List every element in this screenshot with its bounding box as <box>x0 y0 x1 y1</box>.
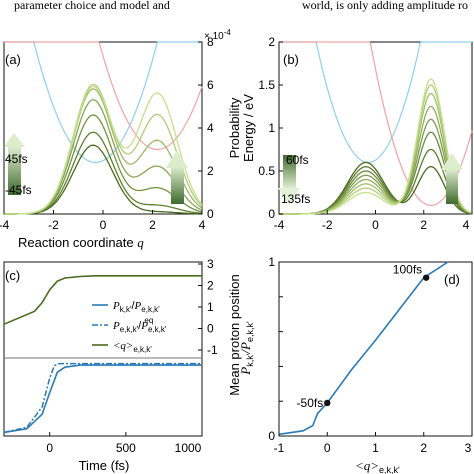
panel-c-curves <box>3 275 202 434</box>
panel-d-label: (d) <box>444 272 460 287</box>
panel-a-y-ticks: 0 2 4 6 8 <box>198 35 214 221</box>
x-tick-label: 0 <box>100 218 107 232</box>
panel-b-arrow-label-bottom: 135fs <box>281 192 310 206</box>
potential-curve-red <box>279 41 473 207</box>
x-tick-label: -1 <box>274 441 285 455</box>
x-tick-label: 3 <box>465 441 472 455</box>
panel-a-curves <box>4 41 203 215</box>
header-right-text: world, is only adding amplitude ro <box>302 0 468 12</box>
y-tick-label: 0 <box>268 429 275 443</box>
y-tick-label: 1 <box>268 255 275 269</box>
panel-c: (c) Pk,k'/Pe,k,k' Pe,k,k'/Pe,k,k'eq <q>e… <box>3 257 242 473</box>
y-tick-label: -1 <box>207 343 218 357</box>
panel-b-y-axis-label: Energy / eV <box>241 94 256 162</box>
x-tick-label: 2 <box>420 218 427 232</box>
x-tick-label: 0 <box>324 441 331 455</box>
panel-c-y-axis-label-right: Mean proton position <box>227 274 242 395</box>
panel-c-y-ticks-right: -1 0 1 2 3 <box>198 257 218 357</box>
panel-b-arrow-up-head <box>441 153 463 170</box>
energy-series-line <box>279 78 473 215</box>
panel-c-x-axis-label: Time (fs) <box>79 458 130 473</box>
panel-b-y-ticks: 0 0.5 1 1.5 2 <box>258 35 283 221</box>
annotation-point <box>324 399 331 407</box>
y-tick-label: 2 <box>207 279 214 293</box>
y-tick-label: 2 <box>268 35 275 49</box>
ratio-vs-position-series-line <box>278 261 449 436</box>
x-tick-label: -2 <box>48 218 59 232</box>
probability-series-line <box>4 85 203 215</box>
panel-b-arrow-down-head <box>278 188 300 206</box>
y-tick-label: 6 <box>207 78 214 92</box>
x-tick-label: -4 <box>274 218 285 232</box>
legend-entry-2: Pe,k,k'/Pe,k,k'eq <box>112 316 167 334</box>
panel-b-arrow-label-top: 60fs <box>286 153 309 167</box>
panel-c-x-ticks: 0 500 1000 <box>46 432 203 455</box>
annotation-label: -50fs <box>297 396 324 410</box>
panel-a-x-axis-label: Reaction coordinate q <box>18 235 144 250</box>
x-tick-label: 500 <box>116 441 136 455</box>
panel-a-arrow-label-bottom: -45fs <box>5 183 32 197</box>
panel-d-curves <box>278 261 449 436</box>
panel-a-label: (a) <box>5 52 21 67</box>
x-tick-label: 2 <box>149 218 156 232</box>
x-tick-label: -4 <box>0 218 10 232</box>
annotation-label: 100fs <box>393 263 422 277</box>
annotation-point <box>422 274 430 281</box>
potential-curve-cyan <box>4 41 202 163</box>
panel-b-label: (b) <box>283 52 299 67</box>
header-left-text: parameter choice and model and <box>14 0 170 12</box>
panel-d-y-axis-label: Pk,k'/Pe,k,k' <box>238 321 255 376</box>
x-tick-label: 2 <box>420 441 427 455</box>
panel-a-arrow-left-head <box>4 133 25 147</box>
x-tick-label: 0 <box>372 218 379 232</box>
panel-a-arrow-right <box>171 166 184 204</box>
x-tick-label: 0 <box>46 441 53 455</box>
y-tick-label: 0 <box>268 207 275 221</box>
panel-a-arrow-label-top: 45fs <box>5 152 28 166</box>
y-tick-label: 2 <box>207 164 214 178</box>
y-tick-label: 0 <box>207 322 214 336</box>
x-tick-label: -2 <box>322 218 333 232</box>
y-tick-label: 1 <box>207 300 214 314</box>
panel-b-arrow-down <box>283 155 296 189</box>
legend-entry-1: Pk,k'/Pe,k,k' <box>112 300 160 314</box>
panel-d-x-axis-label: <q>e,k,k' <box>355 458 400 474</box>
y-tick-label: 1 <box>268 121 275 135</box>
ratio-solid-series-line <box>3 364 202 434</box>
panel-d-y-ticks: 01 <box>268 255 283 443</box>
y-tick-label: 0 <box>207 207 214 221</box>
y-tick-label: 3 <box>207 257 214 271</box>
panel-b-curves <box>279 41 473 215</box>
legend-entry-3: <q>e,k,k' <box>113 340 152 354</box>
mean-position-series-line <box>3 275 202 325</box>
panel-a-y-axis-label-right: Probability <box>227 97 242 158</box>
x-tick-label: 4 <box>199 218 206 232</box>
panel-a-arrow-left <box>8 145 21 195</box>
panel-d-x-ticks: -1 0 1 2 3 <box>274 432 473 455</box>
panel-a-exponent: × 10-4 <box>204 28 231 42</box>
panel-d-annotations: -50fs 100fs <box>297 263 430 410</box>
panel-a-arrow-right-head <box>166 150 188 168</box>
panel-c-frame <box>3 261 203 437</box>
ratio-dashdot-series-line <box>3 362 202 434</box>
x-tick-label: 4 <box>463 218 470 232</box>
panel-a: (a) 45fs -45fs -4 -2 0 2 4 0 2 4 6 8 × 10-4 Reac… <box>0 28 242 250</box>
panel-c-legend: Pk,k'/Pe,k,k' Pe,k,k'/Pe,k,k'eq <q>e,k,k… <box>92 300 167 354</box>
y-tick-label: 0.5 <box>258 164 275 178</box>
x-tick-label: 1000 <box>175 441 202 455</box>
x-tick-label: 1 <box>372 441 379 455</box>
panel-b-x-ticks: -4 -2 0 2 4 <box>274 210 473 232</box>
panel-b-arrow-up <box>446 168 458 204</box>
y-tick-label: 8 <box>207 35 214 49</box>
y-tick-label: 1.5 <box>258 78 275 92</box>
potential-curve-red <box>4 41 203 151</box>
y-tick-label: 4 <box>207 121 214 135</box>
panel-b: (b) 60fs 135fs -4 -2 0 2 4 0 0.5 1 1.5 2 Energy … <box>241 35 473 232</box>
panel-a-x-ticks: -4 -2 0 2 4 <box>0 210 206 232</box>
panel-c-label: (c) <box>5 268 20 283</box>
